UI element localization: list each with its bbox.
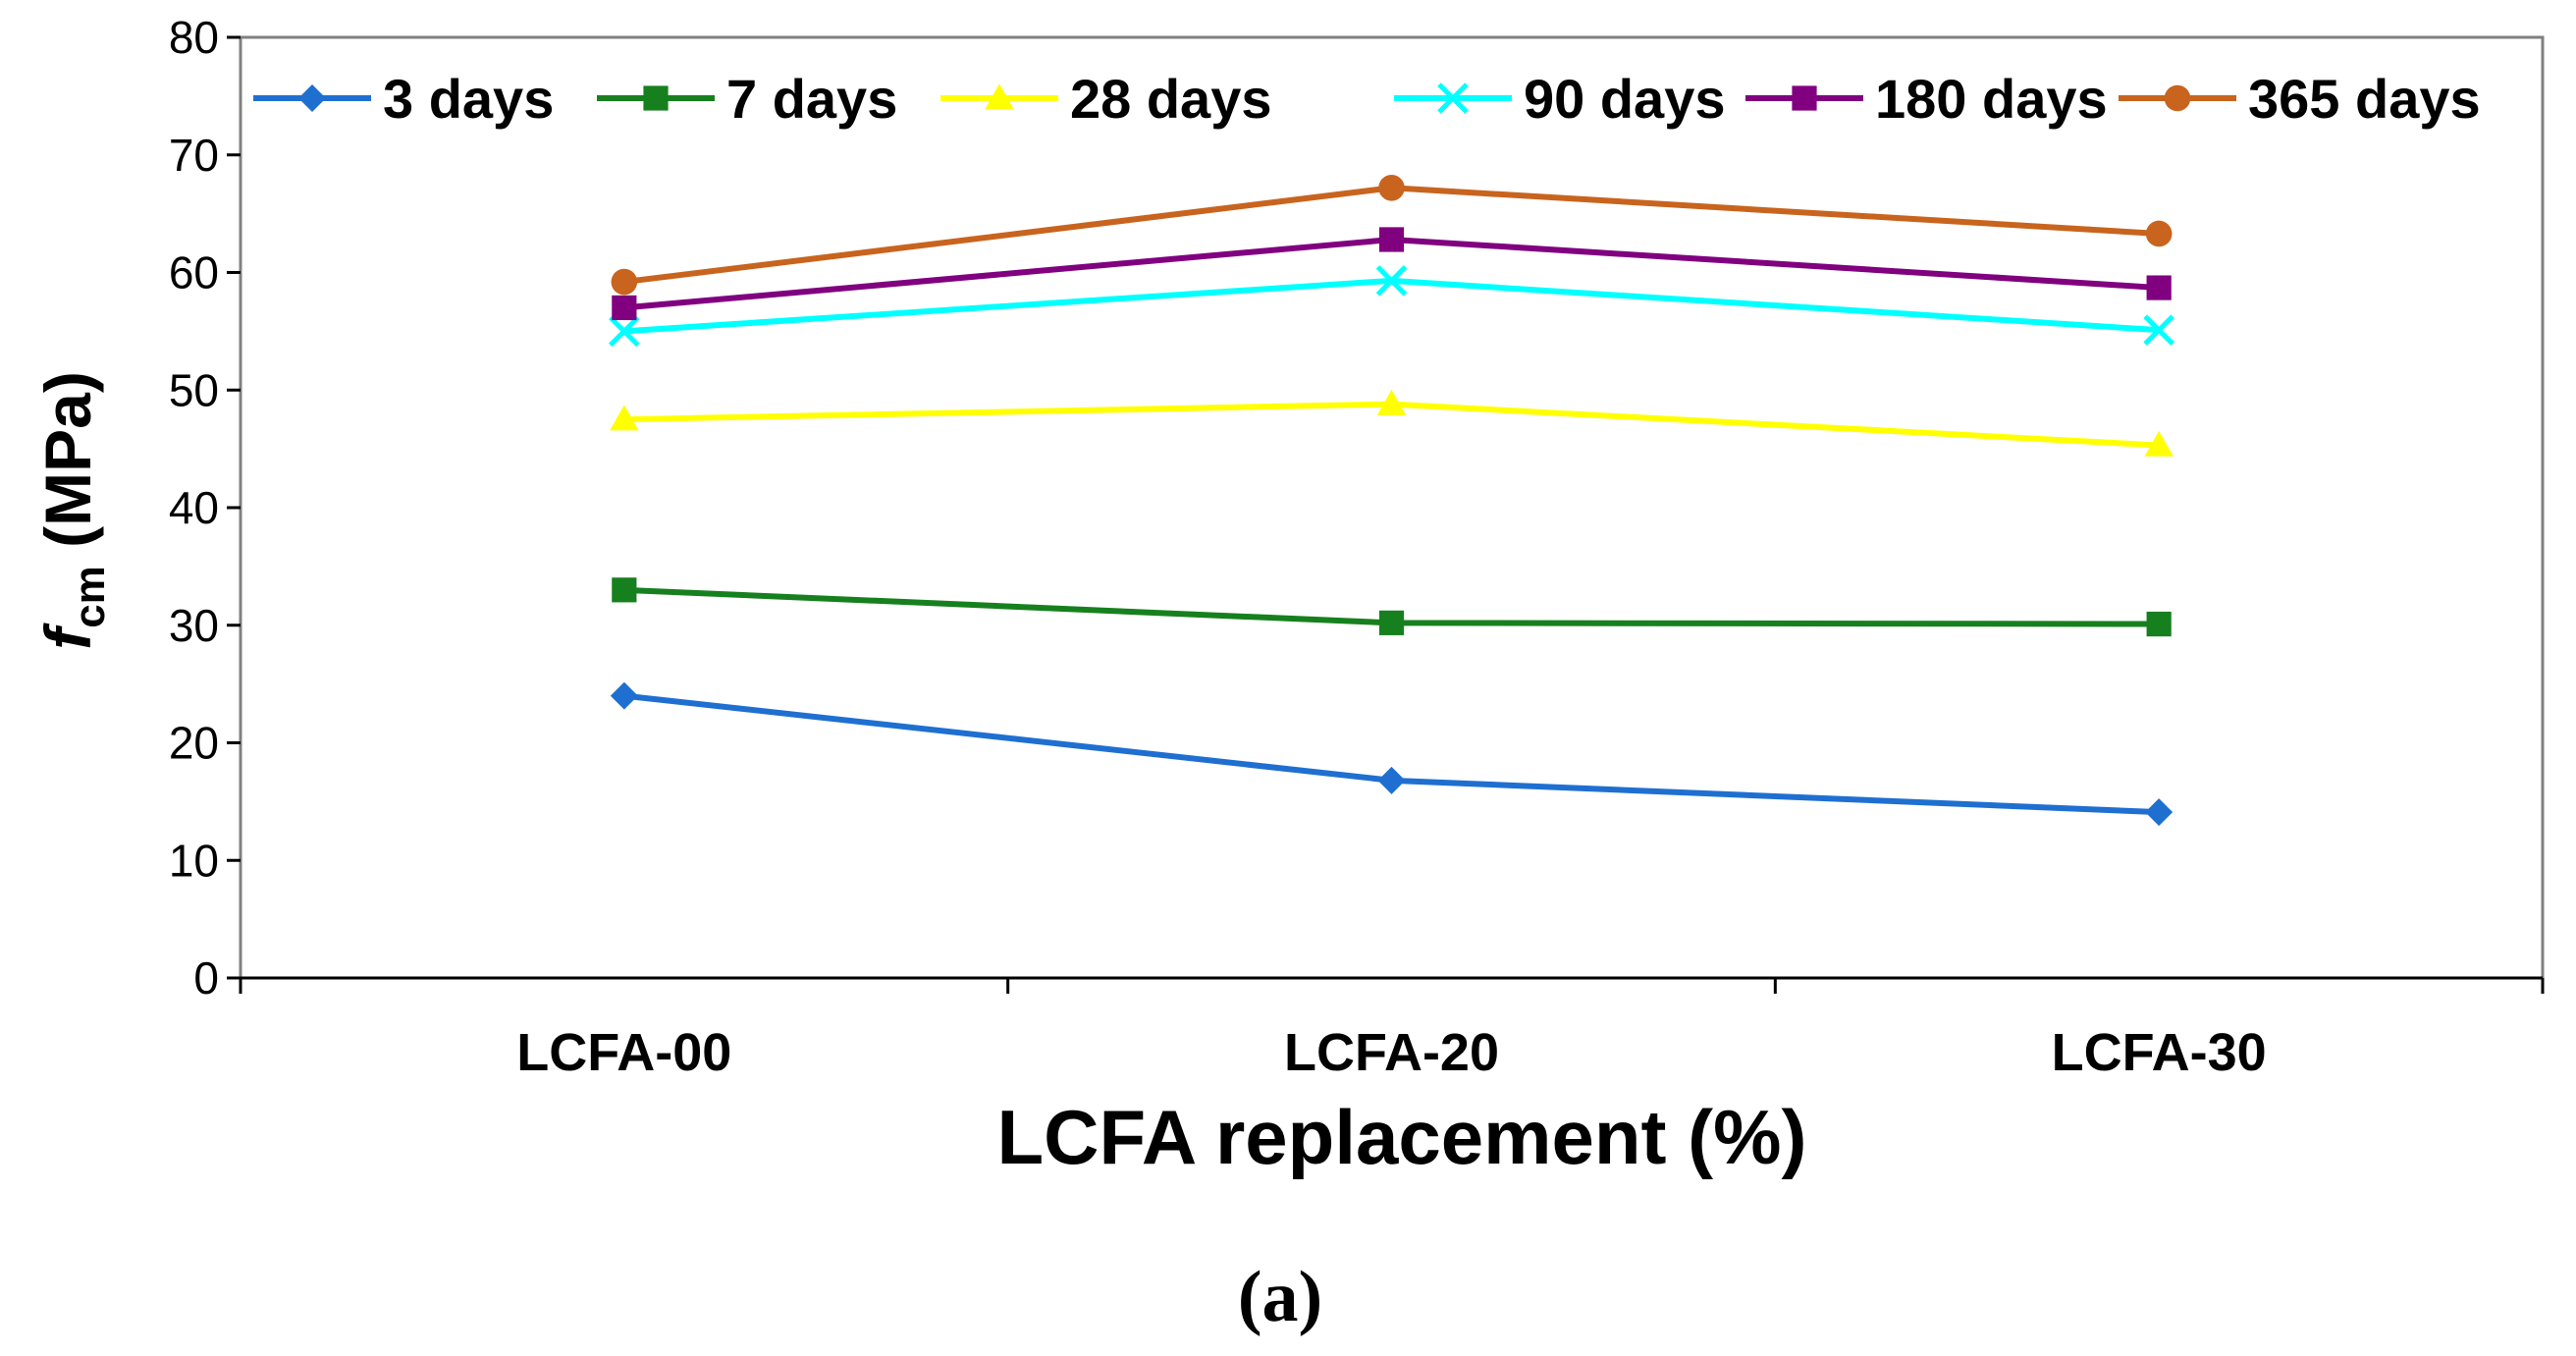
- data-point: [2146, 275, 2172, 300]
- legend-marker: [298, 84, 326, 112]
- data-point: [611, 268, 638, 296]
- x-category-label: LCFA-00: [516, 1023, 731, 1082]
- data-point: [1378, 227, 1405, 252]
- y-tick-label: 70: [169, 130, 219, 181]
- legend-label: 7 days: [726, 68, 897, 130]
- legend-marker: [2164, 84, 2191, 112]
- legend-item: 180 days: [1745, 68, 2108, 130]
- legend-label: 3 days: [383, 68, 554, 130]
- y-tick-label: 40: [169, 482, 219, 533]
- data-point: [1377, 766, 1406, 794]
- legend-item: 28 days: [940, 68, 1272, 130]
- data-point: [609, 315, 640, 348]
- legend-marker: [1437, 82, 1469, 114]
- y-axis-label-unit: (MPa): [31, 371, 104, 566]
- y-axis: 0 10 20 30 40 50 60 70 80: [169, 12, 241, 1003]
- series-28-days: [610, 389, 2174, 457]
- legend-item: 90 days: [1394, 68, 1726, 130]
- data-point: [612, 295, 637, 321]
- figure-caption: (a): [1238, 1257, 1322, 1337]
- legend-label: 180 days: [1875, 68, 2108, 130]
- series-90-days: [609, 265, 2174, 348]
- y-tick-label: 0: [193, 952, 219, 1003]
- legend-marker: [643, 85, 669, 111]
- y-tick-label: 50: [169, 364, 219, 415]
- legend-item: 3 days: [253, 68, 554, 130]
- data-point: [610, 405, 639, 431]
- series-3-days: [610, 681, 2174, 827]
- legend-marker: [1792, 85, 1817, 111]
- x-category-label: LCFA-20: [1284, 1023, 1499, 1082]
- series-365-days: [611, 174, 2173, 296]
- data-point: [2145, 220, 2173, 247]
- legend-item: 365 days: [2119, 68, 2481, 130]
- y-tick-label: 20: [169, 718, 219, 769]
- x-category-label: LCFA-30: [2052, 1023, 2267, 1082]
- series-7-days: [612, 577, 2172, 637]
- legend-label: 365 days: [2248, 68, 2481, 130]
- data-point: [1376, 389, 1407, 415]
- x-axis: LCFA-00 LCFA-20 LCFA-30: [239, 976, 2545, 1082]
- y-tick-label: 60: [169, 247, 219, 298]
- legend-label: 28 days: [1070, 68, 1272, 130]
- data-point: [1375, 265, 1408, 297]
- data-point: [610, 681, 638, 710]
- legend-marker: [985, 83, 1014, 110]
- series-layer: [609, 174, 2174, 827]
- x-axis-label: LCFA replacement (%): [997, 1094, 1807, 1180]
- y-tick-label: 10: [169, 835, 219, 886]
- series-180-days: [612, 227, 2172, 321]
- legend-label: 90 days: [1524, 68, 1726, 130]
- data-point: [1378, 610, 1405, 635]
- data-point: [1378, 174, 1405, 201]
- legend: 3 days 7 days 28 days 90 days 180 days 365 da…: [253, 68, 2481, 130]
- y-axis-label-subscript: cm: [66, 566, 114, 628]
- data-point: [612, 577, 637, 603]
- data-point: [2145, 798, 2174, 827]
- data-point: [2146, 611, 2172, 637]
- data-point: [2144, 430, 2174, 457]
- data-point: [2143, 314, 2174, 346]
- y-tick-label: 80: [169, 12, 219, 63]
- y-axis-label: fcm (MPa): [31, 371, 114, 650]
- y-tick-label: 30: [169, 600, 219, 651]
- legend-item: 7 days: [597, 68, 897, 130]
